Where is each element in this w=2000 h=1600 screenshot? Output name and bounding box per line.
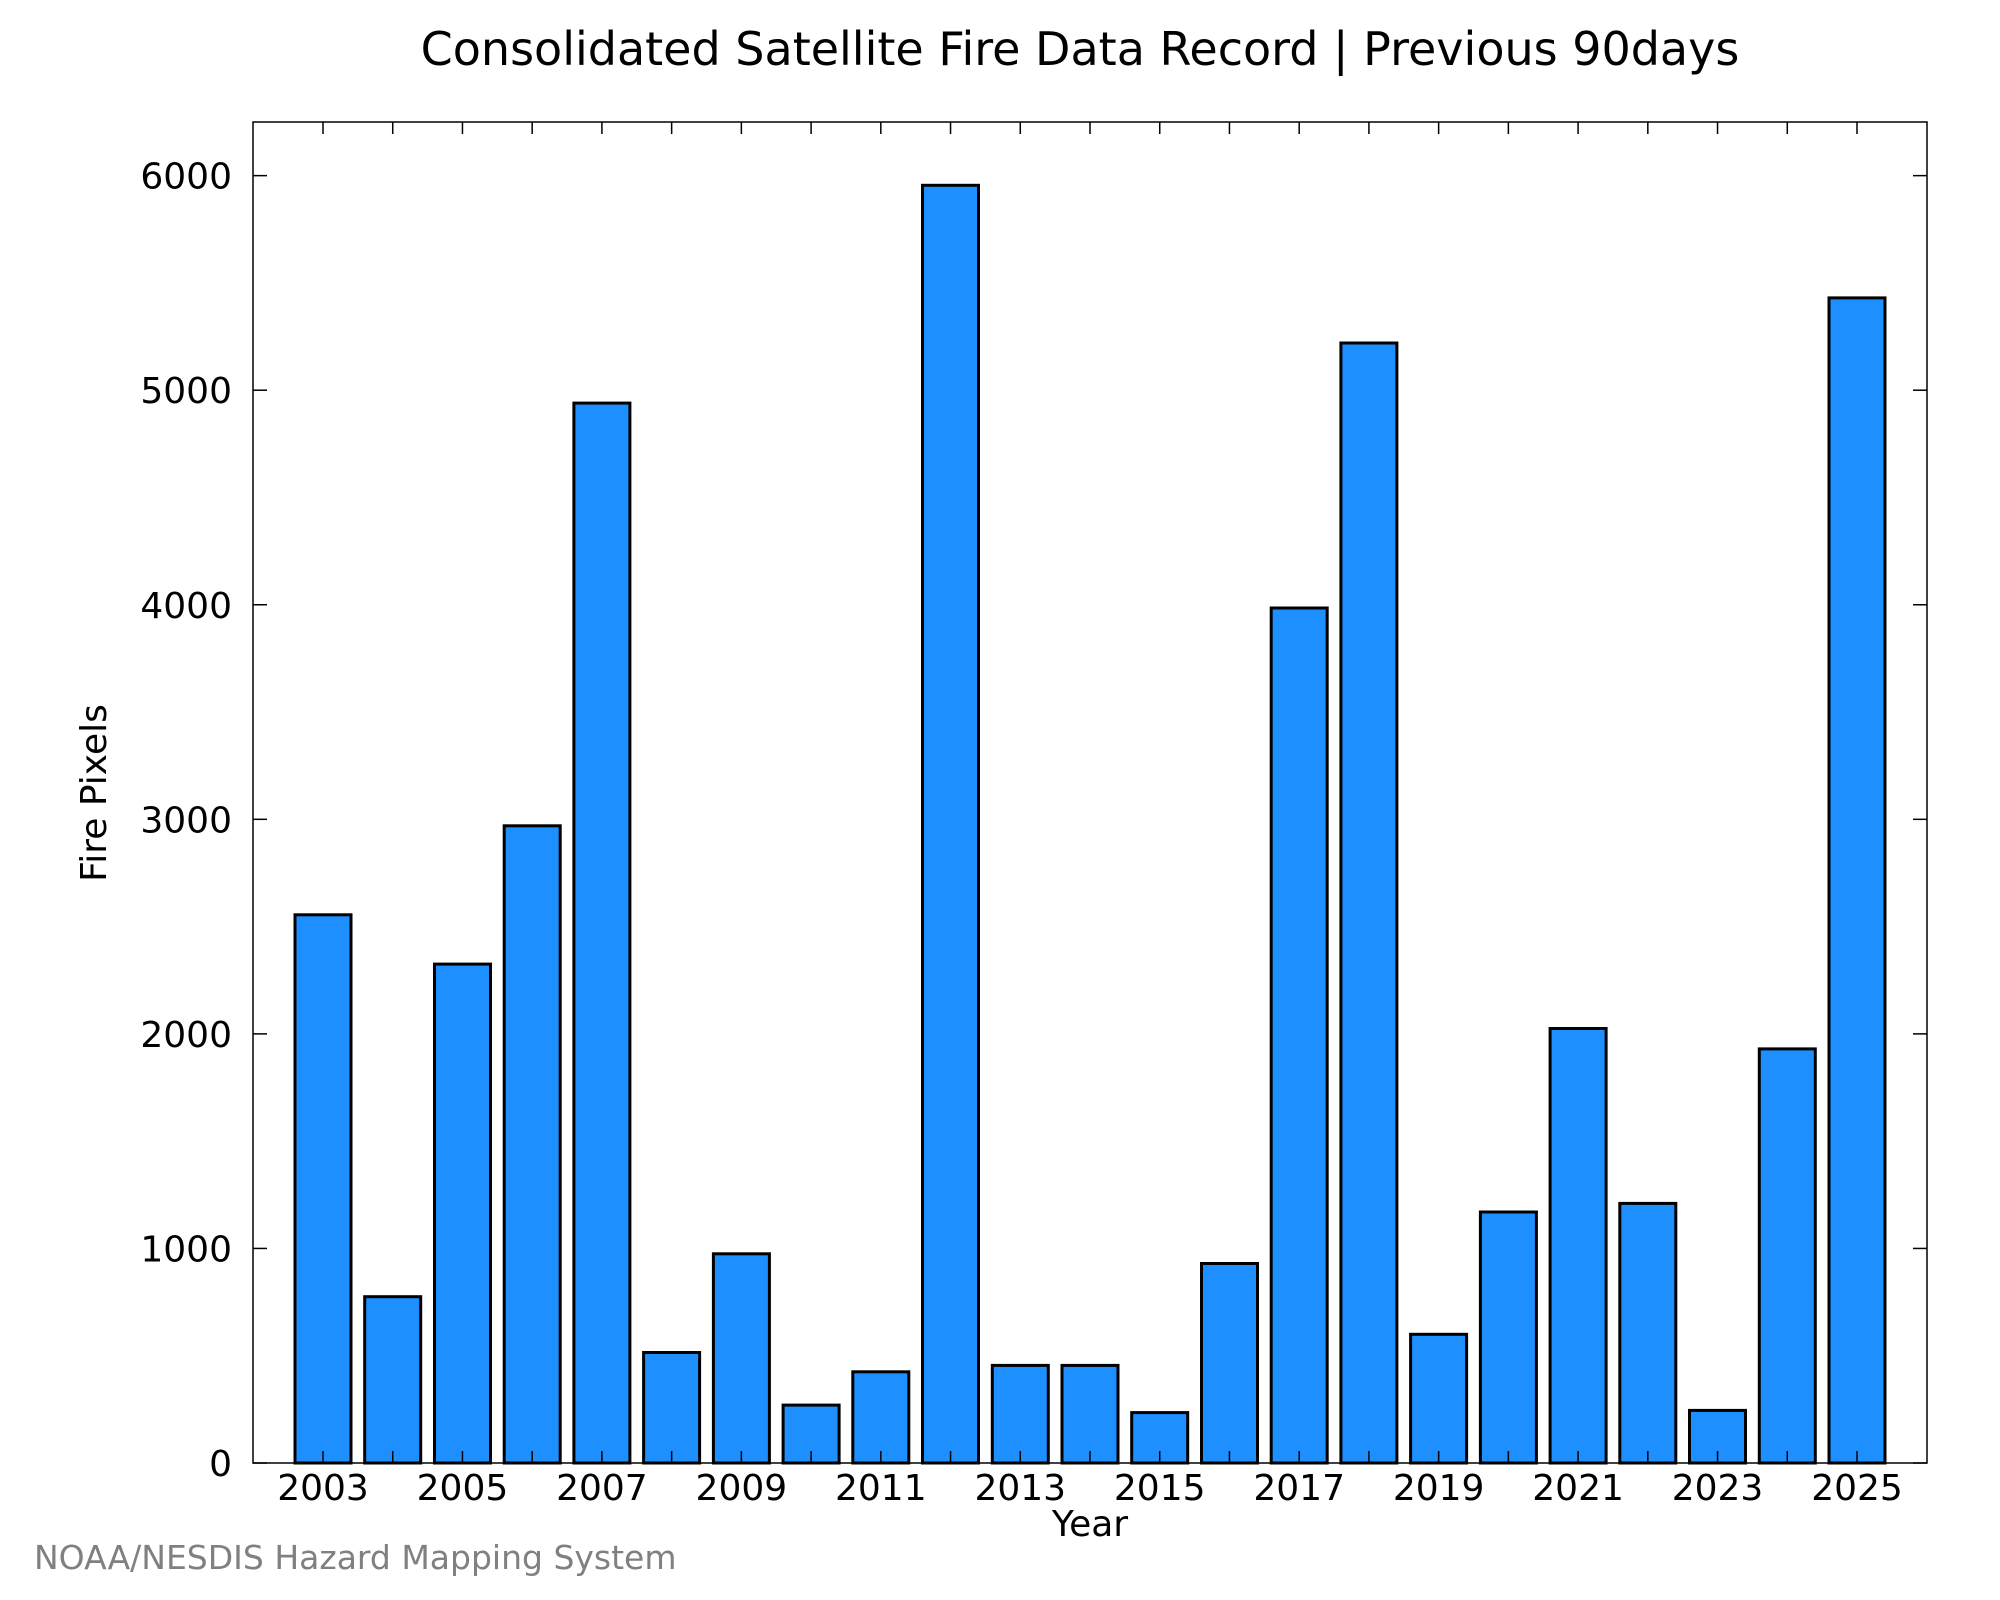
y-tick-label: 0: [209, 1444, 232, 1485]
bar-2018: [1339, 341, 1399, 1465]
source-credit: NOAA/NESDIS Hazard Mapping System: [34, 1538, 677, 1577]
x-tick-label: 2025: [1811, 1468, 1903, 1509]
bar-2022: [1618, 1201, 1678, 1465]
y-tick-label: 5000: [140, 371, 232, 412]
x-tick-label: 2005: [417, 1468, 509, 1509]
bar-2004: [363, 1295, 423, 1465]
y-tick-label: 6000: [140, 157, 232, 198]
bar-2008: [642, 1351, 702, 1465]
bar-2020: [1478, 1210, 1538, 1465]
x-tick-label: 2021: [1532, 1468, 1624, 1509]
y-tick-label: 4000: [140, 586, 232, 627]
bar-2019: [1409, 1332, 1469, 1465]
x-tick-label: 2007: [556, 1468, 648, 1509]
bar-2003: [293, 913, 353, 1465]
bar-2012: [921, 183, 980, 1465]
x-axis-label: Year: [1051, 1504, 1128, 1545]
x-tick-label: 2019: [1393, 1468, 1485, 1509]
x-tick-label: 2003: [277, 1468, 369, 1509]
bar-2007: [572, 401, 632, 1465]
bar-2009: [711, 1252, 771, 1465]
x-tick-label: 2015: [1114, 1468, 1206, 1509]
chart-title: Consolidated Satellite Fire Data Record …: [420, 22, 1740, 76]
x-tick-label: 2011: [835, 1468, 927, 1509]
bar-2017: [1269, 606, 1329, 1465]
y-tick-label: 2000: [140, 1015, 232, 1056]
y-axis-label: Fire Pixels: [74, 704, 115, 882]
bar-2011: [851, 1370, 911, 1465]
bar-2014: [1060, 1363, 1120, 1465]
bar-2025: [1827, 296, 1887, 1465]
bar-2006: [502, 824, 562, 1465]
x-tick-label: 2023: [1672, 1468, 1764, 1509]
x-tick-label: 2017: [1253, 1468, 1345, 1509]
x-tick-label: 2013: [974, 1468, 1066, 1509]
x-tick-label: 2009: [696, 1468, 788, 1509]
y-tick-label: 3000: [140, 800, 232, 841]
bar-2013: [990, 1363, 1050, 1465]
bar-2024: [1757, 1047, 1817, 1465]
bar-2005: [433, 962, 492, 1465]
y-tick-label: 1000: [140, 1229, 232, 1270]
bar-2021: [1548, 1027, 1608, 1465]
bar-2016: [1200, 1262, 1259, 1465]
